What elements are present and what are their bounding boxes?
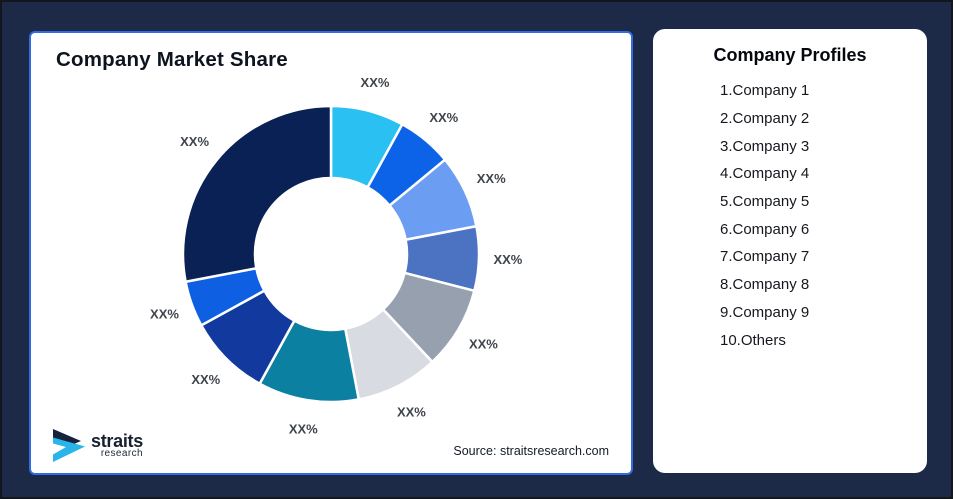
profile-list-item: 3.Company 3 [720,137,810,155]
logo-text: straits research [91,432,143,459]
profile-list-item: 6.Company 6 [720,220,810,238]
profile-list-item: 2.Company 2 [720,110,810,128]
slice-label: XX% [361,75,390,90]
slice-label: XX% [469,337,498,352]
slice-label: XX% [289,421,318,436]
logo-brand: straits [91,431,143,451]
slice-label: XX% [477,171,506,186]
logo-subtext: research [100,448,143,459]
source-attribution: Source: straitsresearch.com [453,444,609,458]
slice-label: XX% [397,404,426,419]
profile-list-item: 10.Others [720,331,786,349]
slice-label: XX% [493,252,522,267]
profiles-title: Company Profiles [713,45,867,65]
slice-label: XX% [429,110,458,125]
profile-list-item: 4.Company 4 [720,165,810,183]
profile-list-item: 1.Company 1 [720,82,810,100]
straits-research-logo: straits research [51,428,143,463]
chart-title: Company Market Share [56,48,288,71]
slice-label: XX% [191,372,220,387]
profile-list-item: 9.Company 9 [720,303,810,321]
profile-list-item: 5.Company 5 [720,193,810,211]
slice-label: XX% [150,307,179,322]
profiles-list: 1.Company 1 2.Company 2 3.Company 3 4.Co… [653,77,927,354]
market-share-card: XX% XX% XX% XX% XX% XX% XX% XX% XX% XX% Company M… [29,31,633,475]
company-profiles-card: Company Profiles 1.Company 1 2.Company 2… [653,29,927,473]
donut-segment [181,104,333,283]
profile-list-item: 8.Company 8 [720,276,810,294]
donut-chart: XX% XX% XX% XX% XX% XX% XX% XX% XX% XX% [150,75,523,436]
profile-list-item: 7.Company 7 [720,248,810,266]
logo-mark-icon [53,429,85,462]
slice-label: XX% [180,134,209,149]
